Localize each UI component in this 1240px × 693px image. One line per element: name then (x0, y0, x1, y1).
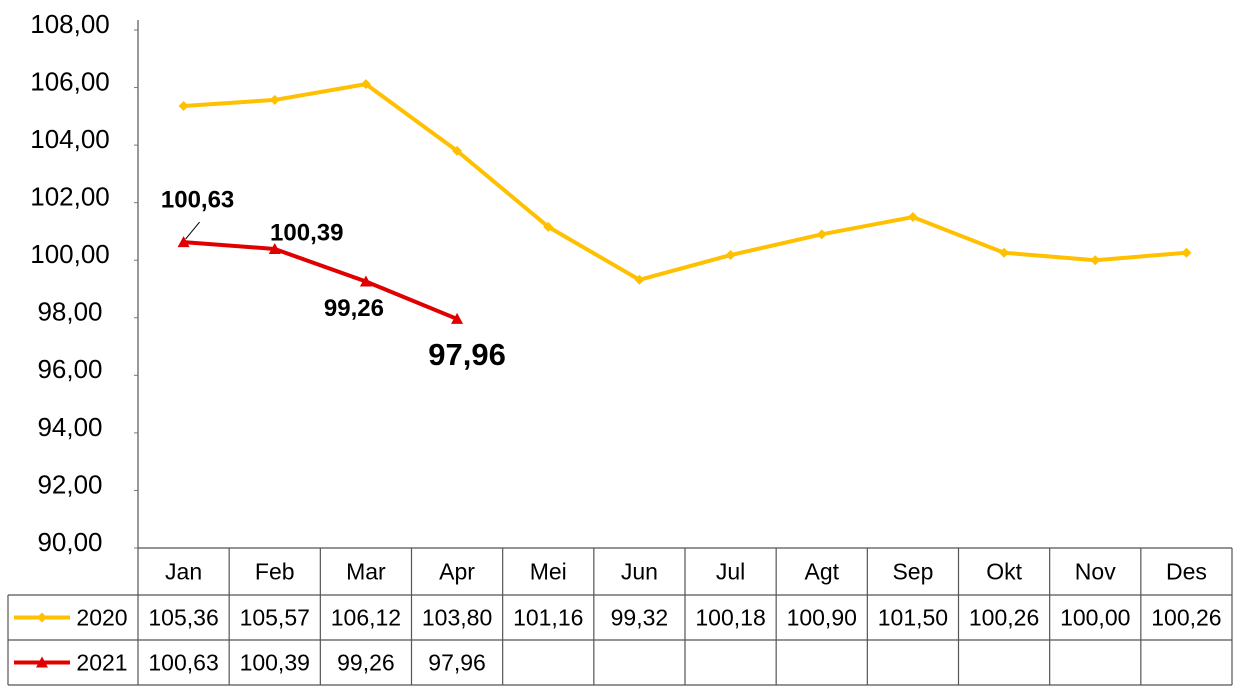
x-tick-label: Feb (255, 559, 295, 585)
point-marker (634, 274, 645, 285)
legend-label: 2020 (76, 605, 127, 631)
table-value: 105,36 (148, 605, 218, 631)
point-marker (999, 247, 1010, 258)
table-value: 97,96 (428, 650, 486, 676)
leader-line (185, 221, 200, 240)
table-value: 101,16 (513, 605, 583, 631)
point-marker (816, 229, 827, 240)
series-line (183, 82, 1187, 282)
x-tick-label: Agt (804, 559, 839, 585)
series-line (183, 240, 458, 321)
table-value: 100,39 (240, 650, 310, 676)
point-marker (360, 79, 371, 90)
point-marker (178, 100, 189, 111)
table-value: 100,26 (1151, 605, 1221, 631)
point-marker (359, 275, 372, 287)
x-tick-label: Des (1166, 559, 1207, 585)
table-value: 100,00 (1060, 605, 1130, 631)
data-label: 100,39 (270, 219, 343, 246)
legend-marker (37, 612, 47, 623)
x-tick-label: Okt (986, 559, 1022, 585)
data-label: 97,96 (428, 337, 506, 372)
legend-marker (36, 656, 48, 668)
y-tick-label: 96,00 (37, 354, 102, 384)
table-value: 105,57 (240, 605, 310, 631)
x-tick-label: Mar (346, 559, 386, 585)
y-tick-label: 90,00 (37, 527, 102, 557)
x-tick-label: Mei (530, 559, 567, 585)
table-value: 100,18 (695, 605, 765, 631)
x-tick-label: Nov (1075, 559, 1116, 585)
point-marker (725, 250, 736, 261)
y-tick-label: 98,00 (37, 297, 102, 327)
x-tick-label: Sep (892, 559, 933, 585)
x-tick-label: Jun (621, 559, 658, 585)
table-value: 103,80 (422, 605, 492, 631)
table-value: 100,26 (969, 605, 1039, 631)
legend-label: 2021 (76, 650, 127, 676)
point-marker (177, 236, 190, 248)
table-value: 106,12 (331, 605, 401, 631)
point-marker (268, 242, 281, 254)
table-value: 99,26 (337, 650, 395, 676)
x-tick-label: Jul (716, 559, 745, 585)
point-marker (543, 221, 554, 232)
data-label: 99,26 (324, 295, 384, 322)
y-tick-label: 94,00 (37, 412, 102, 442)
y-tick-label: 100,00 (30, 239, 110, 269)
x-tick-label: Apr (439, 559, 475, 585)
point-marker (907, 212, 918, 223)
y-tick-label: 104,00 (30, 124, 110, 154)
table-value: 101,50 (878, 605, 948, 631)
table-value: 99,32 (611, 605, 669, 631)
y-tick-label: 106,00 (30, 66, 110, 96)
point-marker (269, 94, 280, 105)
point-marker (1181, 247, 1192, 258)
table-value: 100,90 (787, 605, 857, 631)
y-tick-label: 108,00 (30, 9, 110, 39)
x-tick-label: Jan (165, 559, 202, 585)
point-marker (1090, 255, 1101, 266)
table-value: 100,63 (148, 650, 218, 676)
point-marker (452, 145, 463, 156)
y-tick-label: 102,00 (30, 182, 110, 212)
point-marker (451, 312, 464, 324)
y-tick-label: 92,00 (37, 469, 102, 499)
data-label: 100,63 (161, 186, 234, 213)
